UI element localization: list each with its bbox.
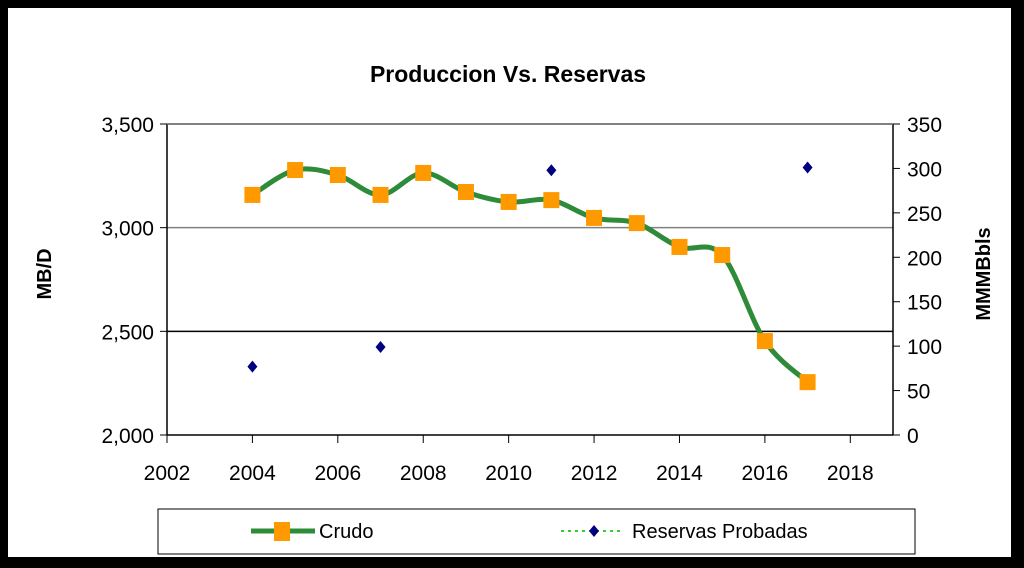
y2-axis-title: MMMBbls bbox=[973, 227, 995, 320]
crudo-marker bbox=[329, 167, 346, 184]
y2-tick-label: 50 bbox=[907, 381, 930, 404]
crudo-line bbox=[251, 166, 810, 384]
x-axis-ticks: 2002 2004 2006 2008 2010 2012 2014 2016 2018 bbox=[144, 435, 874, 485]
y2-tick-label: 300 bbox=[907, 158, 942, 181]
y2-tick-label: 150 bbox=[907, 292, 942, 315]
crudo-marker bbox=[628, 215, 645, 232]
crudo-marker bbox=[457, 184, 474, 201]
reservas-marker bbox=[375, 341, 386, 354]
reservas-marker bbox=[802, 161, 813, 174]
y2-tick-label: 250 bbox=[907, 203, 942, 226]
x-tick-label: 2018 bbox=[827, 462, 874, 485]
y2-tick-label: 200 bbox=[907, 247, 942, 270]
y2-tick-label: 0 bbox=[907, 425, 919, 448]
y2-tick-label: 100 bbox=[907, 336, 942, 359]
chart-frame: Produccion Vs. Reservas 2,000 2,500 3,000 3… bbox=[8, 8, 1011, 557]
x-tick-label: 2006 bbox=[314, 462, 361, 485]
axes bbox=[166, 123, 894, 436]
y-tick-label: 2,000 bbox=[101, 425, 154, 448]
gridlines bbox=[167, 123, 893, 333]
crudo-marker bbox=[756, 333, 773, 350]
legend-item-crudo: Crudo bbox=[251, 521, 373, 543]
y-tick-label: 2,500 bbox=[101, 321, 154, 344]
x-tick-label: 2008 bbox=[400, 462, 447, 485]
x-tick-label: 2010 bbox=[485, 462, 532, 485]
chart: Produccion Vs. Reservas 2,000 2,500 3,000 3… bbox=[34, 61, 995, 555]
legend-reservas-label: Reservas Probadas bbox=[632, 521, 808, 543]
reservas-marker bbox=[546, 164, 557, 177]
chart-title: Produccion Vs. Reservas bbox=[370, 61, 646, 87]
series bbox=[244, 161, 816, 391]
crudo-marker bbox=[500, 193, 517, 210]
y-axis-ticks: 2,000 2,500 3,000 3,500 bbox=[101, 114, 167, 448]
y-tick-label: 3,000 bbox=[101, 218, 154, 241]
crudo-marker bbox=[372, 186, 389, 203]
crudo-marker bbox=[586, 209, 603, 226]
y2-axis-ticks: 0 50 100 150 200 250 300 350 bbox=[893, 114, 942, 448]
legend-crudo-marker bbox=[274, 522, 290, 541]
y2-tick-label: 350 bbox=[907, 114, 942, 137]
crudo-marker bbox=[415, 164, 432, 181]
legend-crudo-label: Crudo bbox=[319, 521, 373, 543]
crudo-marker bbox=[287, 162, 304, 179]
y-tick-label: 3,500 bbox=[101, 114, 154, 137]
x-tick-label: 2014 bbox=[656, 462, 703, 485]
y-axis-title: MB/D bbox=[34, 248, 56, 299]
crudo-marker bbox=[799, 374, 816, 391]
crudo-marker bbox=[244, 186, 261, 203]
reservas-marker bbox=[247, 360, 258, 373]
x-tick-label: 2004 bbox=[229, 462, 276, 485]
crudo-marker bbox=[543, 192, 560, 209]
legend-reservas-marker bbox=[589, 525, 599, 537]
crudo-marker bbox=[671, 238, 688, 255]
x-tick-label: 2012 bbox=[571, 462, 618, 485]
crudo-marker bbox=[714, 247, 731, 264]
x-tick-label: 2002 bbox=[144, 462, 191, 485]
legend: Crudo Reservas Probadas bbox=[157, 508, 916, 555]
legend-item-reservas: Reservas Probadas bbox=[561, 521, 808, 543]
x-tick-label: 2016 bbox=[742, 462, 789, 485]
